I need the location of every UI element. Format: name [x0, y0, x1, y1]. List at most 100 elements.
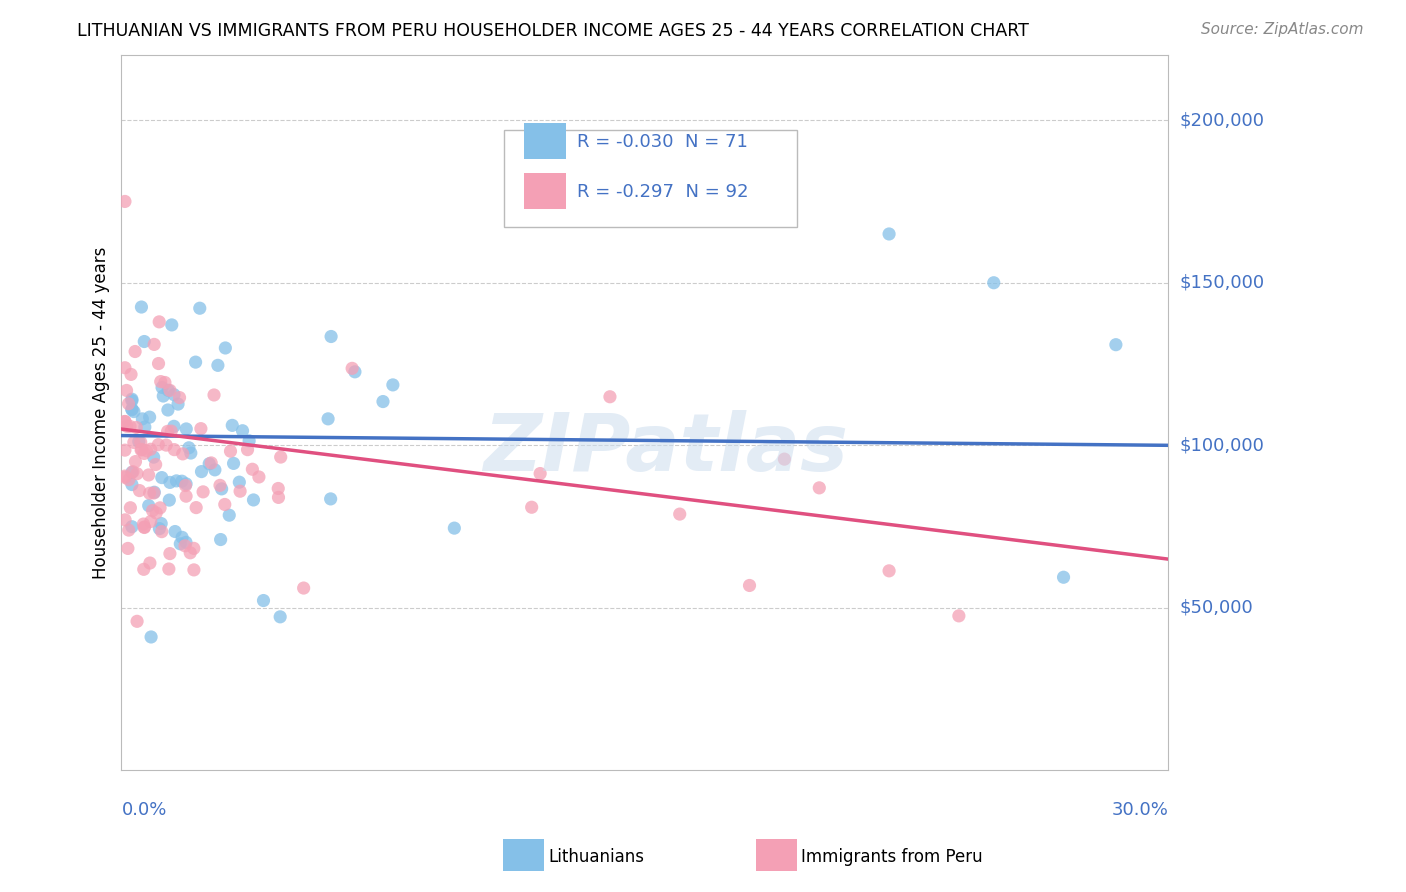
Point	[138, 486, 160, 500]
Point	[316, 412, 339, 426]
Point	[983, 276, 1005, 290]
Text: $200,000: $200,000	[1180, 112, 1264, 129]
Point	[134, 446, 156, 460]
Point	[125, 615, 148, 629]
Point	[157, 384, 180, 398]
Point	[267, 482, 290, 496]
Point	[773, 452, 796, 467]
Point	[121, 402, 143, 417]
Point	[319, 329, 342, 343]
Point	[152, 389, 174, 403]
Point	[228, 475, 250, 490]
Point	[252, 593, 274, 607]
Point	[443, 521, 465, 535]
Point	[236, 442, 259, 457]
Text: $150,000: $150,000	[1180, 274, 1264, 292]
Point	[121, 466, 143, 480]
Point	[149, 500, 172, 515]
Point	[118, 473, 141, 487]
Point	[131, 442, 153, 457]
Text: 30.0%: 30.0%	[1111, 801, 1168, 819]
Point	[149, 375, 172, 389]
Point	[180, 446, 202, 460]
Point	[121, 392, 143, 407]
Point	[183, 563, 205, 577]
Point	[120, 368, 142, 382]
Point	[1052, 570, 1074, 584]
Point	[114, 470, 136, 484]
Point	[207, 359, 229, 373]
Text: $50,000: $50,000	[1180, 599, 1253, 617]
Point	[808, 481, 831, 495]
Point	[145, 458, 167, 472]
Point	[208, 478, 231, 492]
Point	[135, 443, 157, 458]
Point	[114, 360, 136, 375]
Point	[163, 419, 186, 434]
Point	[599, 390, 621, 404]
Text: $100,000: $100,000	[1180, 436, 1264, 454]
Point	[128, 483, 150, 498]
Point	[174, 422, 197, 436]
Point	[219, 444, 242, 458]
Point	[202, 388, 225, 402]
Point	[247, 470, 270, 484]
Point	[138, 410, 160, 425]
Point	[128, 434, 150, 449]
Point	[343, 365, 366, 379]
Point	[211, 482, 233, 496]
Point	[198, 457, 221, 471]
Point	[150, 380, 173, 394]
Point	[118, 523, 141, 537]
Point	[381, 377, 404, 392]
Point	[231, 424, 253, 438]
Point	[221, 418, 243, 433]
Point	[877, 564, 900, 578]
Point	[209, 533, 232, 547]
Point	[157, 493, 180, 508]
Point	[150, 516, 173, 531]
Point	[134, 334, 156, 349]
Point	[229, 484, 252, 499]
Point	[668, 507, 690, 521]
Point	[153, 376, 176, 390]
Point	[124, 454, 146, 468]
Text: R = -0.030  N = 71: R = -0.030 N = 71	[576, 133, 748, 151]
Point	[117, 397, 139, 411]
Point	[156, 425, 179, 439]
Point	[121, 477, 143, 491]
Point	[121, 393, 143, 408]
Point	[214, 498, 236, 512]
Y-axis label: Householder Income Ages 25 - 44 years: Householder Income Ages 25 - 44 years	[93, 246, 110, 579]
Point	[148, 357, 170, 371]
Point	[115, 419, 138, 434]
Point	[340, 361, 363, 376]
Point	[143, 337, 166, 351]
Point	[114, 415, 136, 429]
Point	[122, 404, 145, 418]
Point	[121, 402, 143, 417]
Point	[167, 397, 190, 411]
Point	[200, 456, 222, 470]
Point	[121, 519, 143, 533]
Point	[267, 491, 290, 505]
Point	[148, 522, 170, 536]
Bar	[524, 173, 567, 209]
Point	[174, 539, 197, 553]
Point	[114, 415, 136, 429]
Text: Immigrants from Peru: Immigrants from Peru	[801, 848, 983, 866]
Bar	[524, 123, 567, 159]
Point	[131, 300, 153, 314]
Point	[188, 301, 211, 316]
Point	[142, 486, 165, 500]
Point	[139, 630, 162, 644]
FancyBboxPatch shape	[503, 130, 797, 227]
Point	[159, 475, 181, 490]
Point	[143, 485, 166, 500]
Point	[269, 610, 291, 624]
Text: R = -0.297  N = 92: R = -0.297 N = 92	[576, 184, 748, 202]
Point	[118, 419, 141, 434]
Point	[177, 441, 200, 455]
Point	[371, 394, 394, 409]
Point	[184, 355, 207, 369]
